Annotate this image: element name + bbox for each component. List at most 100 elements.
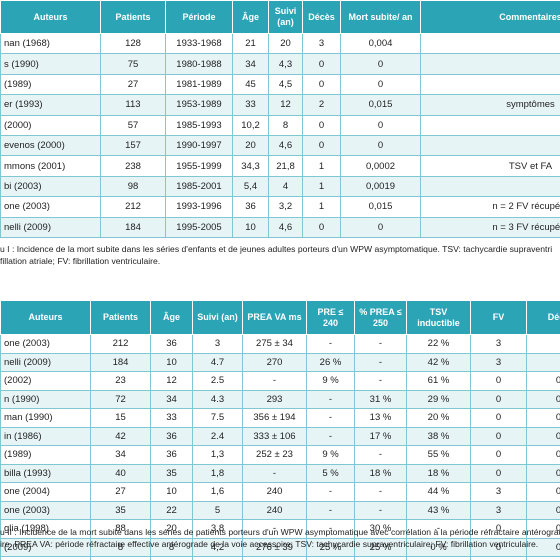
author-cell: (2000): [0, 114, 101, 136]
table-cell: 0,004: [340, 32, 421, 55]
column-header: Auteurs: [0, 300, 91, 335]
table-cell: 1995-2005: [165, 216, 233, 238]
table-cell: 0: [470, 389, 527, 409]
table-cell: [420, 114, 560, 136]
table-cell: 34: [90, 445, 151, 465]
table-cell: 45: [232, 73, 269, 96]
table-cell: 3: [192, 334, 243, 354]
table-cell: TSV et FA: [420, 155, 560, 177]
column-header: Commentaires: [420, 0, 560, 34]
caption-line: u II : Incidence de la mort subite dans …: [0, 527, 560, 537]
table-cell: 0: [302, 114, 341, 136]
table-cell: [526, 352, 560, 372]
table-cell: 293: [242, 389, 307, 409]
table-cell: 2.4: [192, 426, 243, 446]
table-row: evenos (2000) 157 1990-1997 20 4,6 0 0: [0, 134, 560, 157]
column-header: Décè: [526, 300, 560, 335]
table-cell: 22 %: [406, 334, 471, 354]
table-cell: 36: [150, 426, 193, 446]
table-cell: symptômes: [420, 94, 560, 116]
table-cell: 21,8: [268, 155, 303, 177]
column-header: Décès: [302, 0, 341, 34]
table-cell: 22: [150, 500, 193, 520]
table-row: bi (2005)35104255 ± 27-14 %48 %00: [0, 556, 560, 560]
table-cell: 1,6: [192, 482, 243, 502]
table-cell: 252 ± 23: [242, 445, 307, 465]
table-cell: 333 ± 106: [242, 426, 307, 446]
table-cell: -: [354, 334, 407, 354]
caption-line: u I : Incidence de la mort subite dans l…: [0, 244, 553, 254]
table-cell: 1993-1996: [165, 196, 233, 218]
table-cell: -: [354, 482, 407, 502]
table-cell: 42: [90, 426, 151, 446]
table-cell: 20: [232, 134, 269, 157]
author-cell: (1989): [0, 73, 101, 96]
author-cell: evenos (2000): [0, 134, 101, 157]
table-cell: 0: [470, 445, 527, 465]
table-cell: 1990-1997: [165, 134, 233, 157]
table-cell: 0,015: [340, 196, 421, 218]
table-cell: 1985-2001: [165, 175, 233, 198]
table-cell: 1953-1989: [165, 94, 233, 116]
table-row: er (1993) 113 1953-1989 33 12 2 0,015 symptômes: [0, 94, 560, 116]
table-cell: 36: [150, 334, 193, 354]
table-sudden-death-refractory: Auteurs Patients Âge Suivi (an) PREA VA ms PR…: [0, 300, 560, 560]
author-cell: one (2003): [0, 334, 91, 354]
table-cell: 9 %: [306, 445, 355, 465]
table-cell: 0: [340, 114, 421, 136]
table-cell: 8: [90, 537, 151, 557]
table-cell: 0: [526, 371, 560, 391]
table-sudden-death-children: Auteurs Patients Période Âge Suivi (an) Décès…: [0, 0, 560, 238]
table-cell: 20 %: [406, 408, 471, 428]
table-cell: 8: [268, 114, 303, 136]
table-cell: 31 %: [354, 389, 407, 409]
table-cell: 61 %: [406, 371, 471, 391]
table-cell: -: [354, 352, 407, 372]
table-cell: 3,2: [268, 196, 303, 218]
table-cell: 9 %: [306, 371, 355, 391]
table-cell: 0: [526, 500, 560, 520]
table-cell: 184: [100, 216, 166, 238]
table-caption: u II : Incidence de la mort subite dans …: [0, 526, 560, 550]
table-cell: 0: [340, 73, 421, 96]
table-cell: 3: [470, 352, 527, 372]
table-cell: 36: [232, 196, 269, 218]
table-cell: 1981-1989: [165, 73, 233, 96]
table-cell: 48 %: [406, 556, 471, 560]
header-row: Auteurs Patients Âge Suivi (an) PREA VA ms PR…: [0, 300, 560, 335]
column-header: Période: [165, 0, 233, 34]
table-cell: 10: [150, 556, 193, 560]
table-cell: 5 %: [306, 463, 355, 483]
author-cell: nelli (2009): [0, 216, 101, 238]
table-cell: 4,3: [268, 53, 303, 75]
table-cell: 12: [268, 94, 303, 116]
table-cell: 7.5: [192, 408, 243, 428]
table-cell: -: [354, 371, 407, 391]
column-header: Âge: [150, 300, 193, 335]
table-cell: 212: [90, 334, 151, 354]
table-cell: 1,3: [192, 445, 243, 465]
author-cell: billa (1993): [0, 463, 91, 483]
table-cell: 5: [192, 500, 243, 520]
table-cell: 35: [150, 463, 193, 483]
table-cell: 43 %: [406, 500, 471, 520]
table-cell: 0: [302, 53, 341, 75]
column-header: Auteurs: [0, 0, 101, 34]
table-cell: 2.5: [192, 371, 243, 391]
table-cell: 35: [90, 556, 151, 560]
table-cell: 0: [302, 134, 341, 157]
table-cell: 14 %: [354, 556, 407, 560]
column-header: Patients: [90, 300, 151, 335]
author-cell: mmons (2001): [0, 155, 101, 177]
table-cell: 4: [192, 556, 243, 560]
table-cell: 3: [302, 32, 341, 55]
table-cell: 3: [470, 482, 527, 502]
table-cell: 113: [100, 94, 166, 116]
table-cell: 0: [470, 371, 527, 391]
table-cell: 4,6: [268, 216, 303, 238]
table-cell: [420, 175, 560, 198]
column-header: Suivi (an): [268, 0, 303, 34]
